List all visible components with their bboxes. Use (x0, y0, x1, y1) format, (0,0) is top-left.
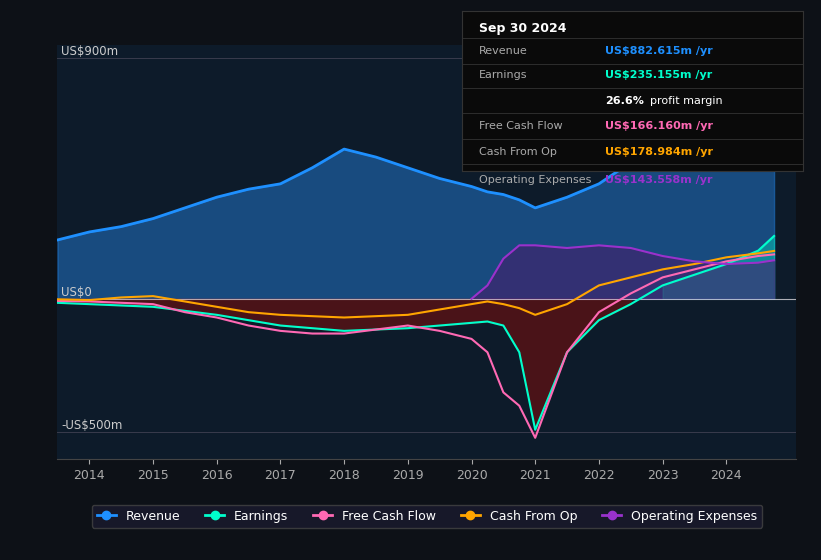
Text: US$900m: US$900m (62, 45, 118, 58)
Text: -US$500m: -US$500m (62, 419, 122, 432)
Text: US$178.984m /yr: US$178.984m /yr (605, 147, 713, 157)
Text: US$0: US$0 (62, 286, 92, 299)
Text: Free Cash Flow: Free Cash Flow (479, 121, 563, 131)
Text: US$166.160m /yr: US$166.160m /yr (605, 121, 713, 131)
Text: Operating Expenses: Operating Expenses (479, 175, 592, 185)
Text: 26.6%: 26.6% (605, 96, 644, 106)
Text: Earnings: Earnings (479, 70, 528, 80)
Text: US$882.615m /yr: US$882.615m /yr (605, 46, 713, 56)
Text: US$143.558m /yr: US$143.558m /yr (605, 175, 713, 185)
Legend: Revenue, Earnings, Free Cash Flow, Cash From Op, Operating Expenses: Revenue, Earnings, Free Cash Flow, Cash … (92, 505, 762, 528)
Text: Revenue: Revenue (479, 46, 528, 56)
Text: Cash From Op: Cash From Op (479, 147, 557, 157)
Text: US$235.155m /yr: US$235.155m /yr (605, 70, 713, 80)
Text: profit margin: profit margin (649, 96, 722, 106)
Text: Sep 30 2024: Sep 30 2024 (479, 22, 566, 35)
